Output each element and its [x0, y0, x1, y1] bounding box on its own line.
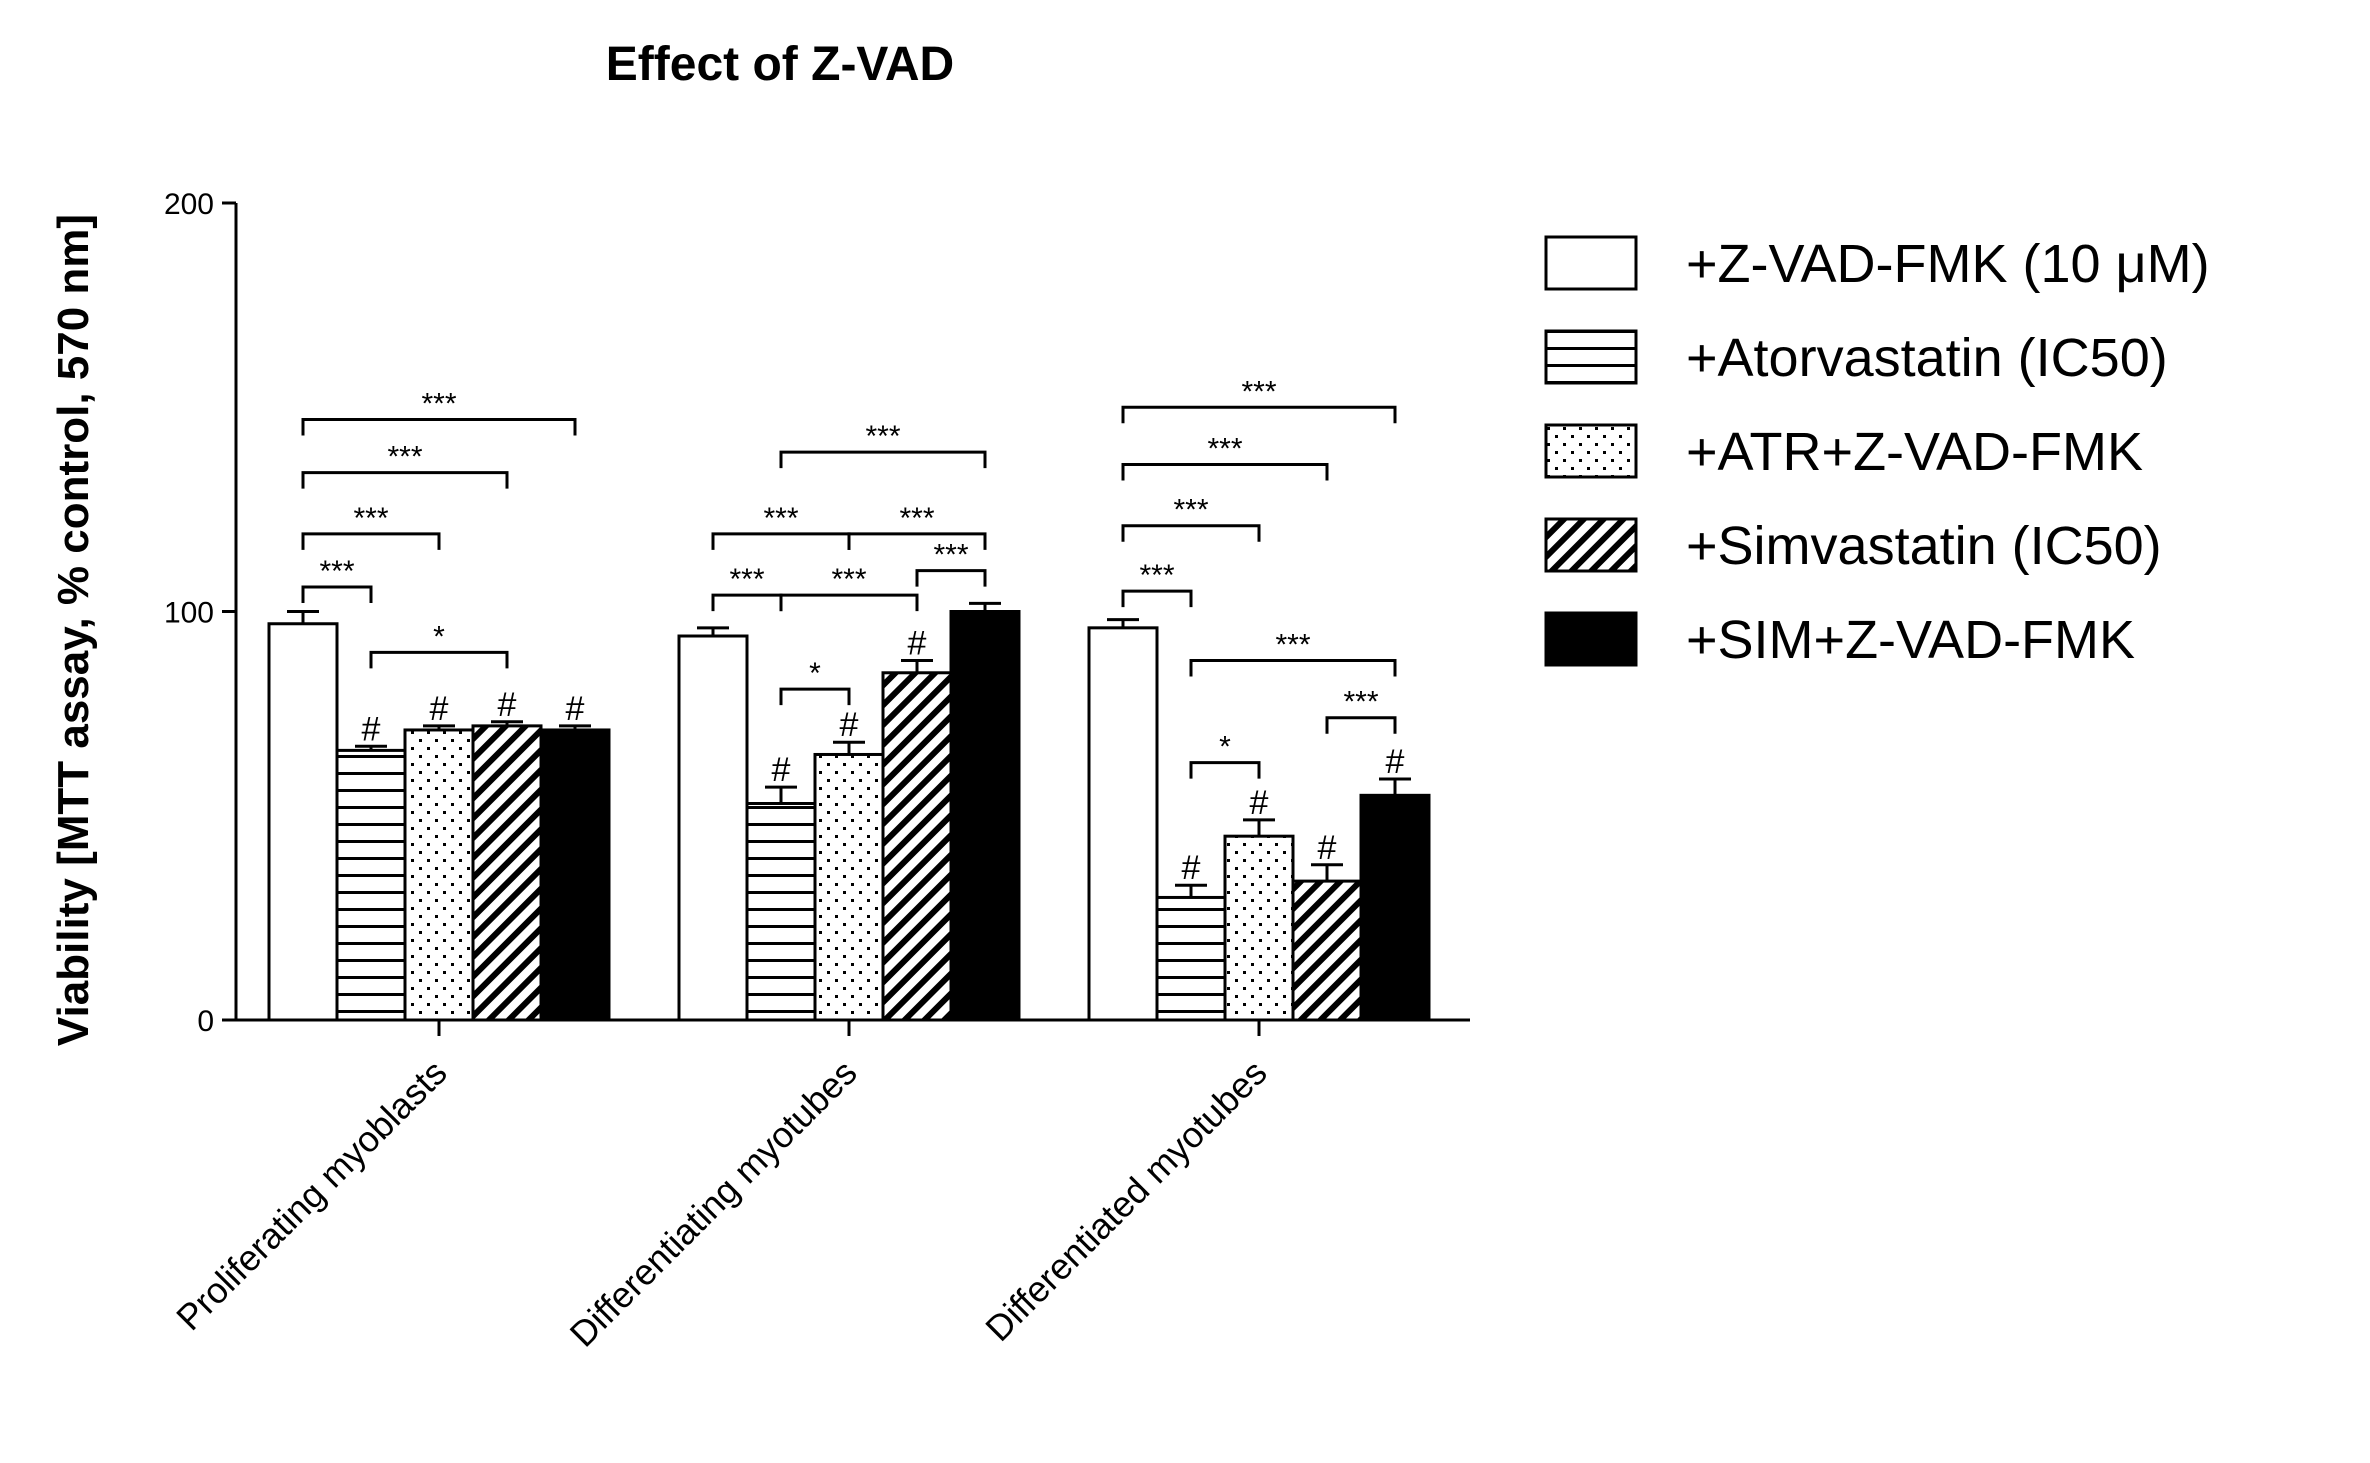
significance-bracket	[779, 450, 987, 469]
significance-bracket	[711, 593, 783, 612]
legend-label: +ATR+Z-VAD-FMK	[1686, 422, 2143, 482]
legend-swatch	[1544, 611, 1638, 667]
significance-mark: #	[1250, 784, 1269, 822]
significance-bracket	[1121, 462, 1329, 481]
significance-label: ***	[763, 502, 798, 535]
significance-bracket	[1121, 589, 1193, 608]
bar	[539, 728, 611, 1022]
chart-title: Effect of Z-VAD	[606, 38, 954, 91]
significance-bracket	[1189, 761, 1261, 779]
significance-bracket	[301, 418, 577, 436]
bar	[745, 801, 817, 1022]
significance-mark: #	[908, 625, 927, 663]
y-tick-label: 200	[164, 188, 214, 221]
significance-bracket	[779, 593, 919, 612]
bars: # # # # # # # # # # #	[267, 601, 1431, 1022]
significance-label: *	[1219, 731, 1231, 764]
significance-bracket	[711, 532, 851, 550]
bar	[1087, 626, 1159, 1022]
legend-swatch	[1544, 517, 1638, 573]
legend-label: +Z-VAD-FMK (10 μM)	[1686, 234, 2210, 294]
significance-label: ***	[1241, 375, 1276, 408]
legend-label: +SIM+Z-VAD-FMK	[1686, 610, 2135, 670]
significance-label: ***	[831, 563, 866, 596]
significance-bracket	[369, 650, 509, 669]
legend-swatch	[1544, 329, 1638, 385]
significance-label: ***	[387, 441, 422, 474]
significance-mark: #	[362, 710, 381, 748]
significance-bracket	[915, 569, 987, 587]
bar	[335, 748, 407, 1022]
significance-bracket	[1325, 716, 1397, 734]
significance-mark: #	[1318, 829, 1337, 867]
bar	[677, 634, 749, 1022]
legend-swatch	[1544, 423, 1638, 479]
significance-label: *	[809, 657, 821, 690]
significance-label: ***	[729, 563, 764, 596]
significance-label: ***	[421, 388, 456, 421]
significance-bracket	[779, 687, 851, 706]
significance-bracket	[1189, 659, 1397, 677]
significance-label: ***	[1343, 686, 1378, 719]
significance-label: ***	[899, 502, 934, 535]
significance-bracket	[847, 532, 987, 550]
significance-label: ***	[1139, 559, 1174, 592]
bar	[267, 622, 339, 1022]
significance-mark: #	[840, 706, 859, 744]
bar	[949, 610, 1021, 1022]
significance-label: ***	[353, 502, 388, 535]
significance-mark: #	[430, 690, 449, 728]
significance-bracket	[1121, 405, 1397, 424]
legend-label: +Simvastatin (IC50)	[1686, 516, 2162, 576]
legend-label: +Atorvastatin (IC50)	[1686, 328, 2168, 388]
significance-bracket	[301, 585, 373, 603]
significance-label: *	[433, 620, 445, 653]
significance-bracket	[301, 532, 441, 550]
category-label: Differentiating myotubes	[562, 1052, 865, 1355]
significance-mark: #	[1386, 743, 1405, 781]
significance-label: ***	[865, 420, 900, 453]
bar	[813, 752, 885, 1022]
y-tick-label: 0	[197, 1005, 214, 1038]
category-label: Proliferating myoblasts	[168, 1052, 454, 1338]
significance-label: ***	[319, 555, 354, 588]
y-tick-label: 100	[164, 597, 214, 630]
bar	[1155, 895, 1227, 1022]
significance-mark: #	[1182, 849, 1201, 887]
significance-mark: #	[498, 686, 517, 724]
legend-swatch	[1544, 235, 1638, 291]
bar	[881, 671, 953, 1022]
y-axis-label: Viability [MTT assay, % control, 570 nm]	[49, 214, 98, 1046]
bar	[471, 724, 543, 1022]
legend: +Z-VAD-FMK (10 μM) +Atorvastatin (IC50) +A…	[1544, 234, 2210, 670]
significance-annotations: ******************* ****** ***************…	[301, 375, 1397, 779]
bar	[1223, 834, 1295, 1022]
significance-mark: #	[772, 751, 791, 789]
significance-mark: #	[566, 690, 585, 728]
category-label: Differentiated myotubes	[977, 1052, 1274, 1349]
significance-label: ***	[1207, 432, 1242, 465]
bar	[1359, 793, 1431, 1022]
significance-bracket	[301, 471, 509, 489]
significance-label: ***	[1173, 494, 1208, 527]
significance-label: ***	[1275, 629, 1310, 662]
bar	[403, 728, 475, 1022]
significance-bracket	[1121, 524, 1261, 542]
significance-label: ***	[933, 539, 968, 572]
bar	[1291, 879, 1363, 1022]
